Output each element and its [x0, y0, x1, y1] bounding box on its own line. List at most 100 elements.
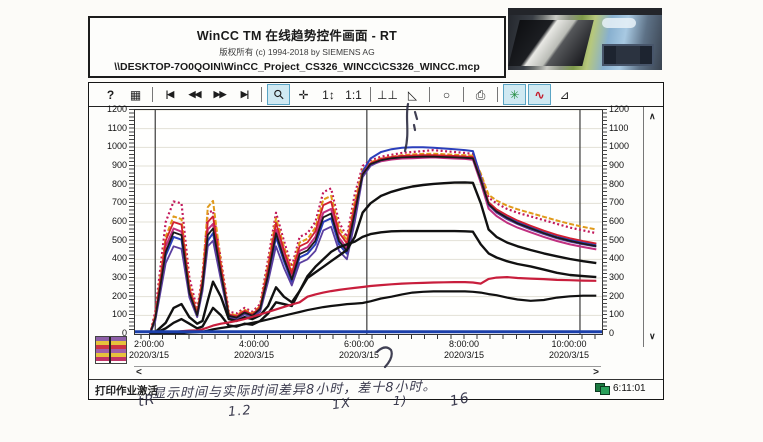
toolbar-properties-button[interactable]: ▦ — [124, 84, 147, 105]
toolbar-original-view-button[interactable]: 1:1 — [342, 84, 365, 105]
time-axis: 2:00:00 2020/3/15 4:00:00 2020/3/15 6:00:00 2… — [129, 334, 601, 365]
legend-stripe — [96, 357, 126, 361]
time-axis-label: 8:00:00 2020/3/15 — [422, 339, 506, 361]
y-axis-right-label: 100 — [609, 309, 625, 320]
trend-6-red — [149, 154, 597, 334]
trend-plot-area[interactable] — [134, 109, 603, 335]
copyright-text: 版权所有 (c) 1994-2018 by SIEMENS AG — [219, 47, 375, 57]
toolbar-next-record-button[interactable]: ▶▶ — [208, 84, 231, 105]
time-axis-label: 4:00:00 2020/3/15 — [212, 339, 296, 361]
legend-key-cell[interactable] — [91, 336, 131, 365]
last-record-icon: ▶| — [240, 89, 250, 99]
legend-stripe — [96, 353, 126, 357]
scroll-down-icon[interactable]: ∨ — [649, 331, 656, 341]
project-path: \\DESKTOP-7O0QOIN\WinCC_Project_CS326_WI… — [114, 61, 480, 73]
time-axis-time: 4:00:00 — [238, 339, 270, 349]
y-axis-left-label: 400 — [111, 253, 127, 264]
scroll-right-icon[interactable]: > — [593, 367, 599, 378]
print-icon: ⎙ — [475, 87, 486, 102]
toolbar-pause-update-button[interactable]: ○ — [435, 84, 458, 105]
legend-stripe — [96, 349, 126, 353]
page-title: WinCC TM 在线趋势控件画面 - RT — [196, 29, 398, 43]
y-axis-left-label: 200 — [111, 290, 127, 301]
next-record-icon: ▶▶ — [213, 89, 227, 99]
y-axis-left-label: 100 — [111, 309, 127, 320]
y-axis-left-label: 300 — [111, 272, 127, 282]
time-axis-time: 8:00:00 — [448, 339, 480, 349]
toolbar-time-range-button[interactable]: ◺ — [401, 84, 424, 105]
vertical-scrollbar[interactable]: ∧ ∨ — [643, 107, 663, 347]
title-box: WinCC TM 在线趋势控件画面 - RT 版权所有 (c) 1994-201… — [88, 16, 506, 78]
y-axis-right-label: 600 — [609, 216, 625, 226]
siemens-product-image — [508, 8, 662, 70]
y-axis-left-label: 600 — [111, 216, 127, 226]
toolbar-last-record-button[interactable]: ▶| — [233, 84, 256, 105]
scroll-up-icon[interactable]: ∧ — [649, 111, 656, 121]
y-axis-right-label: 700 — [609, 197, 625, 208]
toolbar-ruler-button[interactable]: ⊿ — [553, 84, 576, 105]
toolbar: ? ▦ |◀ ◀◀ ▶▶ ▶| ⚲ ✛ 1↕ 1:1 ⊥⊥ ◺ ○ ⎙ ✳ ∿ ⊿ — [89, 83, 663, 107]
machine-photo-shape — [508, 20, 594, 66]
y-axis-left-label: 1000 — [106, 141, 127, 152]
horizontal-scrollbar[interactable]: < > — [134, 366, 601, 380]
legend-key-icon[interactable] — [95, 336, 127, 364]
time-axis-ticks — [134, 334, 601, 339]
y-axis-right-label: 200 — [609, 290, 625, 301]
toolbar-bar-view-button[interactable]: ⊥⊥ — [376, 84, 399, 105]
time-axis-date: 2020/3/15 — [128, 350, 170, 360]
icon-square-front — [600, 386, 610, 395]
select-trend-icon: ∿ — [534, 87, 545, 102]
y-axis-right-label: 1000 — [609, 141, 630, 152]
toolbar-zoom-value-axis-button[interactable]: 1↕ — [317, 84, 340, 105]
y-axis-right-label: 300 — [609, 272, 625, 282]
first-record-icon: |◀ — [165, 89, 175, 99]
pause-update-icon: ○ — [442, 87, 451, 102]
trend-control-window: ? ▦ |◀ ◀◀ ▶▶ ▶| ⚲ ✛ 1↕ 1:1 ⊥⊥ ◺ ○ ⎙ ✳ ∿ ⊿ 1200 1100 1000 90… — [88, 82, 664, 400]
trend-10-red-lower — [150, 276, 597, 334]
toolbar-zoom-area-button[interactable]: ⚲ — [267, 84, 290, 105]
toolbar-separator — [261, 87, 262, 102]
toolbar-select-trend-button[interactable]: ∿ — [528, 84, 551, 105]
plant-photo-shape — [602, 44, 654, 66]
statistics-icon: ✳ — [509, 87, 520, 102]
trend-1-crimson — [148, 148, 597, 334]
toolbar-previous-record-button[interactable]: ◀◀ — [183, 84, 206, 105]
toolbar-separator — [152, 87, 153, 102]
y-axis-right-label: 1100 — [609, 122, 629, 133]
ruler-icon: ⊿ — [559, 87, 570, 102]
previous-record-icon: ◀◀ — [188, 89, 202, 99]
zoom-value-axis-icon: 1↕ — [322, 87, 335, 102]
image-top-bar — [508, 8, 662, 15]
toolbar-statistics-button[interactable]: ✳ — [503, 84, 526, 105]
legend-key-cursor — [109, 337, 111, 363]
time-axis-label: 10:00:00 2020/3/15 — [527, 339, 611, 361]
handwritten-mark: 1) — [393, 394, 408, 408]
bar-view-icon: ⊥⊥ — [377, 87, 398, 102]
trend-9-black-middle — [149, 229, 597, 334]
legend-stripe — [96, 341, 126, 345]
time-axis-time: 10:00:00 — [551, 339, 587, 349]
original-view-icon: 1:1 — [345, 87, 362, 102]
handwritten-mark: 16 — [448, 390, 472, 410]
y-axis-right-label: 500 — [609, 234, 625, 245]
legend-stripe — [96, 345, 126, 349]
toolbar-first-record-button[interactable]: |◀ — [158, 84, 181, 105]
time-axis-date: 2020/3/15 — [233, 350, 275, 360]
toolbar-move-trend-area-button[interactable]: ✛ — [292, 84, 315, 105]
time-axis-date: 2020/3/15 — [548, 350, 590, 360]
y-axis-left-label: 1200 — [106, 104, 127, 114]
y-axis-right-label: 800 — [609, 178, 625, 189]
toolbar-help-button[interactable]: ? — [99, 84, 122, 105]
scroll-left-icon[interactable]: < — [136, 367, 142, 378]
toolbar-print-button[interactable]: ⎙ — [469, 84, 492, 105]
time-axis-date: 2020/3/15 — [338, 350, 380, 360]
y-axis-right-label: 400 — [609, 253, 625, 264]
time-axis-label: 6:00:00 2020/3/15 — [317, 339, 401, 361]
trend-curves-svg — [135, 110, 602, 334]
move-trend-area-icon: ✛ — [298, 87, 309, 102]
y-axis-left-label: 700 — [111, 197, 127, 208]
handwritten-mark: 1.2 — [227, 402, 253, 421]
cloud-shape — [602, 18, 636, 28]
y-axis-left-label: 1100 — [107, 122, 127, 133]
